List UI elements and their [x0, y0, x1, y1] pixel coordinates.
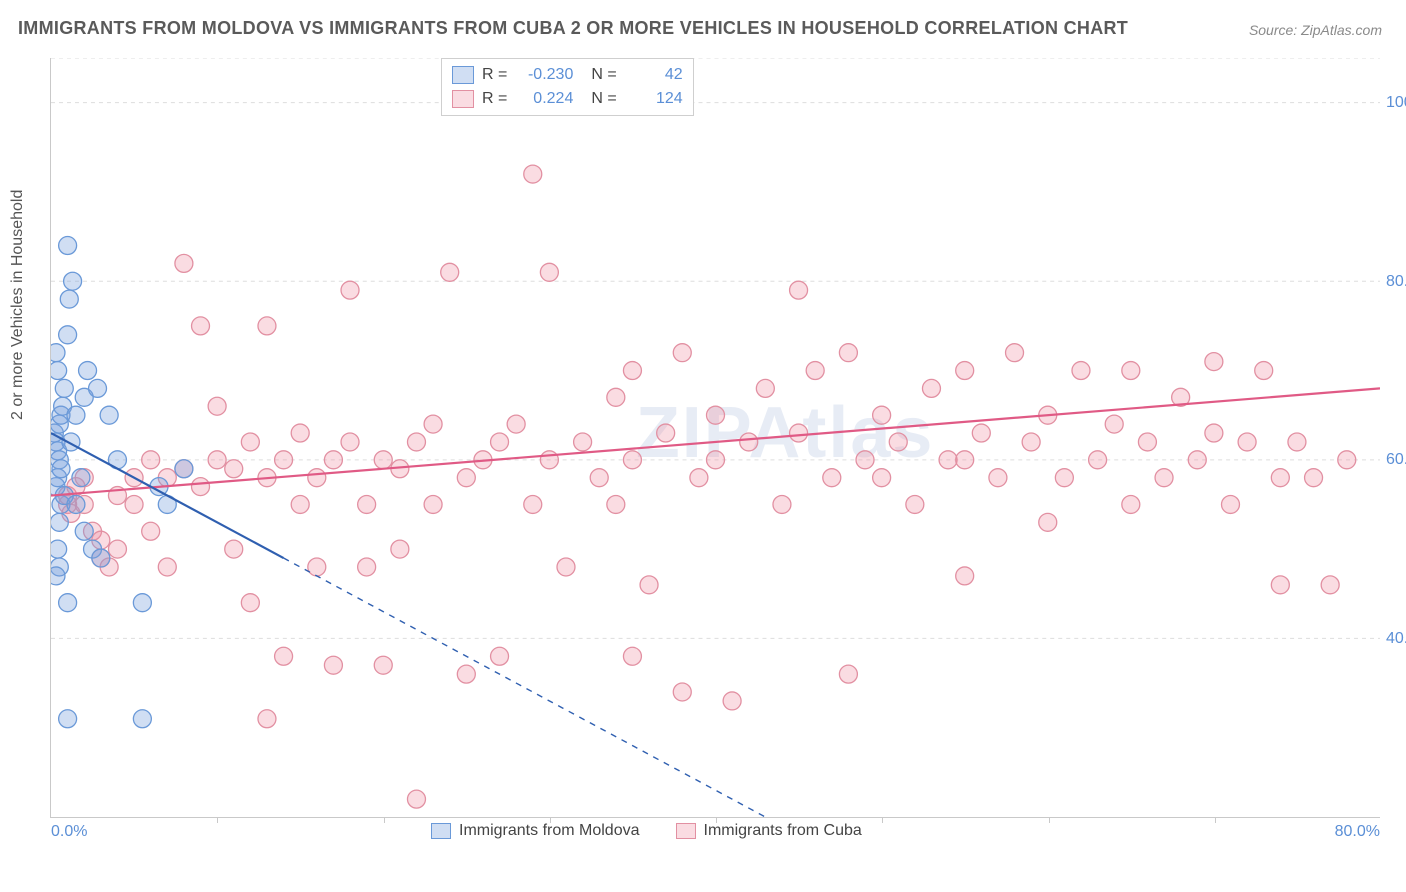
y-tick-label: 80.0% — [1386, 273, 1406, 291]
series-legend: Immigrants from Moldova Immigrants from C… — [431, 819, 862, 843]
r-value: 0.224 — [519, 90, 573, 108]
plot-area: ZIPAtlas 40.0%60.0%80.0%100.0% 0.0% 80.0… — [50, 58, 1380, 818]
stats-legend-row: R = -0.230 N = 42 — [452, 63, 683, 87]
y-axis-title: 2 or more Vehicles in Household — [9, 190, 27, 420]
series-legend-label: Immigrants from Cuba — [704, 822, 862, 840]
y-tick-label: 60.0% — [1386, 451, 1406, 469]
y-tick-label: 100.0% — [1386, 94, 1406, 112]
r-label: R = — [482, 90, 507, 108]
n-label: N = — [591, 66, 616, 84]
r-value: -0.230 — [519, 66, 573, 84]
legend-swatch — [452, 90, 474, 108]
legend-swatch — [431, 823, 451, 839]
source-citation: Source: ZipAtlas.com — [1249, 22, 1382, 38]
legend-swatch — [676, 823, 696, 839]
scatter-svg — [51, 58, 1380, 817]
series-legend-item: Immigrants from Cuba — [676, 819, 862, 843]
x-axis-min-label: 0.0% — [51, 823, 87, 841]
series-legend-label: Immigrants from Moldova — [459, 822, 640, 840]
x-axis-max-label: 80.0% — [1335, 823, 1380, 841]
stats-legend: R = -0.230 N = 42 R = 0.224 N = 124 — [441, 58, 694, 116]
legend-swatch — [452, 66, 474, 84]
n-value: 124 — [629, 90, 683, 108]
y-tick-label: 40.0% — [1386, 630, 1406, 648]
series-legend-item: Immigrants from Moldova — [431, 819, 640, 843]
n-value: 42 — [629, 66, 683, 84]
stats-legend-row: R = 0.224 N = 124 — [452, 87, 683, 111]
r-label: R = — [482, 66, 507, 84]
chart-title: IMMIGRANTS FROM MOLDOVA VS IMMIGRANTS FR… — [18, 18, 1128, 39]
n-label: N = — [591, 90, 616, 108]
